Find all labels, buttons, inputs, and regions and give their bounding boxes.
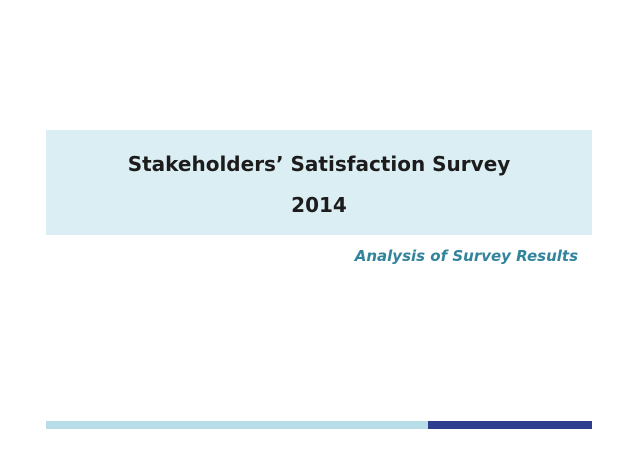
- title-line: 2014: [291, 193, 347, 217]
- footer-bar-accent: [428, 421, 592, 429]
- footer-bar: [46, 421, 428, 429]
- title-line: Stakeholders’ Satisfaction Survey: [127, 152, 511, 176]
- subtitle: Analysis of Survey Results: [354, 247, 578, 265]
- title-band: [46, 130, 592, 235]
